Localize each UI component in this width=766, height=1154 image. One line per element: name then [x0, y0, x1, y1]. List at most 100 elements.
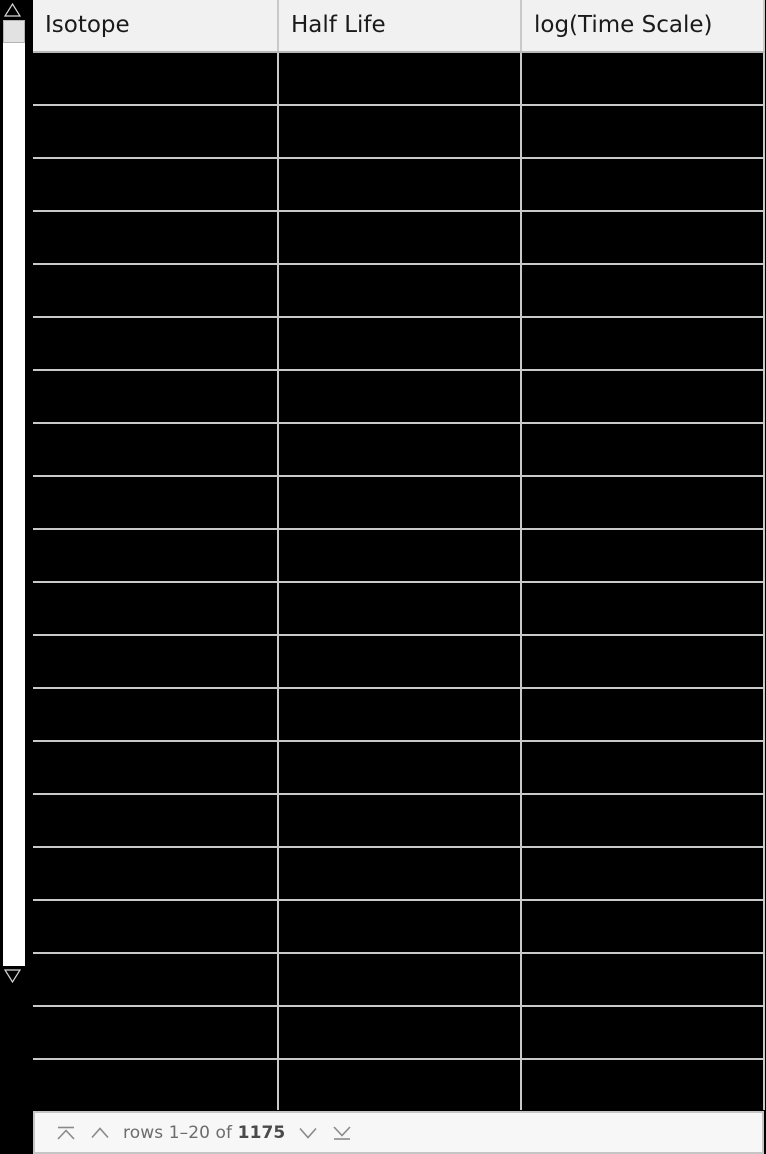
table-cell-half-life[interactable] [278, 476, 522, 530]
table-cell-half-life[interactable] [278, 953, 522, 1007]
table-row[interactable] [33, 688, 765, 742]
table-row[interactable] [33, 635, 765, 689]
table-cell-log-time-scale[interactable] [521, 423, 765, 477]
table-cell-log-time-scale[interactable] [521, 688, 765, 742]
table-cell-log-time-scale[interactable] [521, 582, 765, 636]
table-cell-log-time-scale[interactable] [521, 529, 765, 583]
column-header-half-life[interactable]: Half Life [278, 0, 522, 53]
table-cell-isotope[interactable] [33, 635, 279, 689]
table-cell-half-life[interactable] [278, 741, 522, 795]
table-cell-isotope[interactable] [33, 158, 279, 212]
table-cell-half-life[interactable] [278, 158, 522, 212]
table-cell-half-life[interactable] [278, 900, 522, 954]
table-row[interactable] [33, 847, 765, 901]
table-row[interactable] [33, 741, 765, 795]
table-cell-isotope[interactable] [33, 688, 279, 742]
vertical-scrollbar[interactable] [0, 0, 26, 986]
table-row[interactable] [33, 953, 765, 1007]
table-cell-log-time-scale[interactable] [521, 794, 765, 848]
table-row[interactable] [33, 476, 765, 530]
table-cell-half-life[interactable] [278, 1006, 522, 1060]
previous-page-icon[interactable] [83, 1118, 117, 1148]
table-row[interactable] [33, 52, 765, 106]
table-cell-isotope[interactable] [33, 52, 279, 106]
table-cell-half-life[interactable] [278, 317, 522, 371]
table-cell-log-time-scale[interactable] [521, 370, 765, 424]
table-cell-log-time-scale[interactable] [521, 1006, 765, 1060]
row-range-value: 1–20 [168, 1122, 211, 1143]
table-row[interactable] [33, 1059, 765, 1110]
table-cell-half-life[interactable] [278, 529, 522, 583]
table-row[interactable] [33, 158, 765, 212]
table-cell-half-life[interactable] [278, 370, 522, 424]
table-cell-isotope[interactable] [33, 741, 279, 795]
table-cell-half-life[interactable] [278, 105, 522, 159]
table-cell-log-time-scale[interactable] [521, 52, 765, 106]
table-cell-half-life[interactable] [278, 688, 522, 742]
table-cell-isotope[interactable] [33, 105, 279, 159]
table-cell-isotope[interactable] [33, 847, 279, 901]
table-row[interactable] [33, 794, 765, 848]
column-header-log-time-scale[interactable]: log(Time Scale) [521, 0, 765, 53]
table-row[interactable] [33, 900, 765, 954]
row-total-count: 1175 [237, 1122, 286, 1143]
first-page-icon[interactable] [49, 1118, 83, 1148]
table-body [33, 52, 765, 1110]
table-header: Isotope Half Life log(Time Scale) [33, 0, 765, 53]
table-row[interactable] [33, 370, 765, 424]
table-cell-isotope[interactable] [33, 264, 279, 318]
table-row[interactable] [33, 105, 765, 159]
table-row[interactable] [33, 582, 765, 636]
table-cell-half-life[interactable] [278, 52, 522, 106]
table-cell-half-life[interactable] [278, 423, 522, 477]
table-row[interactable] [33, 211, 765, 265]
column-header-isotope[interactable]: Isotope [33, 0, 279, 53]
pagination-bar: rows 1–20 of 1175 [33, 1111, 764, 1154]
table-cell-log-time-scale[interactable] [521, 105, 765, 159]
table-row[interactable] [33, 264, 765, 318]
table-cell-half-life[interactable] [278, 582, 522, 636]
table-row[interactable] [33, 423, 765, 477]
table-cell-isotope[interactable] [33, 211, 279, 265]
table-cell-isotope[interactable] [33, 1006, 279, 1060]
table-cell-isotope[interactable] [33, 423, 279, 477]
table-cell-isotope[interactable] [33, 582, 279, 636]
last-page-icon[interactable] [325, 1118, 359, 1148]
table-cell-log-time-scale[interactable] [521, 900, 765, 954]
table-cell-half-life[interactable] [278, 211, 522, 265]
table-cell-log-time-scale[interactable] [521, 211, 765, 265]
table-header-row: Isotope Half Life log(Time Scale) [33, 0, 765, 53]
row-range-middle: of [210, 1122, 238, 1143]
table-cell-log-time-scale[interactable] [521, 158, 765, 212]
next-page-icon[interactable] [291, 1118, 325, 1148]
table-cell-half-life[interactable] [278, 794, 522, 848]
table-row[interactable] [33, 529, 765, 583]
table-row[interactable] [33, 317, 765, 371]
scrollbar-thumb[interactable] [3, 20, 25, 43]
scrollbar-track[interactable] [3, 20, 26, 966]
scroll-down-arrow-icon[interactable] [0, 966, 25, 986]
table-cell-isotope[interactable] [33, 900, 279, 954]
table-cell-isotope[interactable] [33, 953, 279, 1007]
table-cell-isotope[interactable] [33, 1059, 279, 1110]
table-cell-log-time-scale[interactable] [521, 476, 765, 530]
table-cell-isotope[interactable] [33, 794, 279, 848]
table-cell-half-life[interactable] [278, 635, 522, 689]
table-cell-log-time-scale[interactable] [521, 847, 765, 901]
table-cell-log-time-scale[interactable] [521, 635, 765, 689]
table-row[interactable] [33, 1006, 765, 1060]
table-cell-half-life[interactable] [278, 264, 522, 318]
scroll-up-arrow-icon[interactable] [0, 0, 25, 20]
table-cell-isotope[interactable] [33, 317, 279, 371]
table-cell-log-time-scale[interactable] [521, 953, 765, 1007]
table-cell-half-life[interactable] [278, 847, 522, 901]
table-cell-isotope[interactable] [33, 529, 279, 583]
table-cell-isotope[interactable] [33, 476, 279, 530]
table-cell-log-time-scale[interactable] [521, 264, 765, 318]
table-cell-log-time-scale[interactable] [521, 1059, 765, 1110]
table-cell-log-time-scale[interactable] [521, 741, 765, 795]
table-cell-half-life[interactable] [278, 1059, 522, 1110]
table-cell-isotope[interactable] [33, 370, 279, 424]
table-cell-log-time-scale[interactable] [521, 317, 765, 371]
